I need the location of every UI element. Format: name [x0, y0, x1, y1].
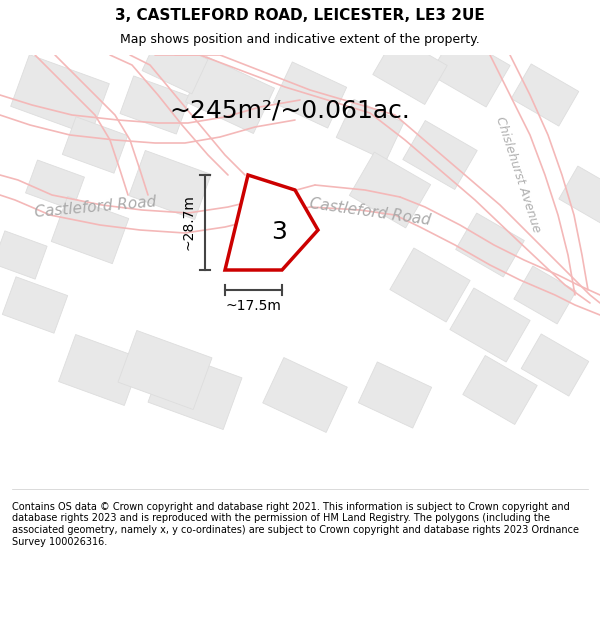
Polygon shape [403, 121, 477, 189]
Polygon shape [349, 152, 431, 228]
Polygon shape [118, 331, 212, 409]
Polygon shape [511, 64, 579, 126]
Polygon shape [263, 357, 347, 432]
Polygon shape [2, 277, 68, 333]
Polygon shape [142, 36, 208, 94]
Polygon shape [521, 334, 589, 396]
Polygon shape [514, 266, 576, 324]
Polygon shape [26, 160, 85, 210]
Text: ~245m²/~0.061ac.: ~245m²/~0.061ac. [170, 98, 410, 122]
Text: Chislehurst Avenue: Chislehurst Avenue [493, 116, 543, 234]
Polygon shape [336, 99, 404, 161]
Polygon shape [51, 196, 129, 264]
Text: 3, CASTLEFORD ROAD, LEICESTER, LE3 2UE: 3, CASTLEFORD ROAD, LEICESTER, LE3 2UE [115, 8, 485, 23]
Text: 3: 3 [271, 220, 287, 244]
Polygon shape [62, 117, 128, 173]
Polygon shape [358, 362, 431, 428]
Polygon shape [455, 213, 524, 277]
Polygon shape [450, 288, 530, 362]
Text: Castleford Road: Castleford Road [34, 194, 157, 220]
Text: Contains OS data © Crown copyright and database right 2021. This information is : Contains OS data © Crown copyright and d… [12, 502, 579, 547]
Text: Castleford Road: Castleford Road [308, 196, 431, 228]
Polygon shape [185, 56, 275, 134]
Polygon shape [11, 54, 109, 136]
Polygon shape [559, 166, 600, 224]
Polygon shape [120, 76, 190, 134]
Text: Map shows position and indicative extent of the property.: Map shows position and indicative extent… [120, 33, 480, 46]
Text: ~28.7m: ~28.7m [182, 194, 196, 251]
Polygon shape [148, 351, 242, 429]
Polygon shape [274, 62, 347, 128]
Polygon shape [373, 36, 447, 104]
Polygon shape [225, 175, 318, 270]
Polygon shape [463, 356, 537, 424]
Polygon shape [0, 231, 47, 279]
Polygon shape [59, 334, 142, 406]
Polygon shape [129, 151, 211, 219]
Polygon shape [430, 33, 510, 107]
Polygon shape [390, 248, 470, 322]
Text: ~17.5m: ~17.5m [226, 299, 281, 313]
